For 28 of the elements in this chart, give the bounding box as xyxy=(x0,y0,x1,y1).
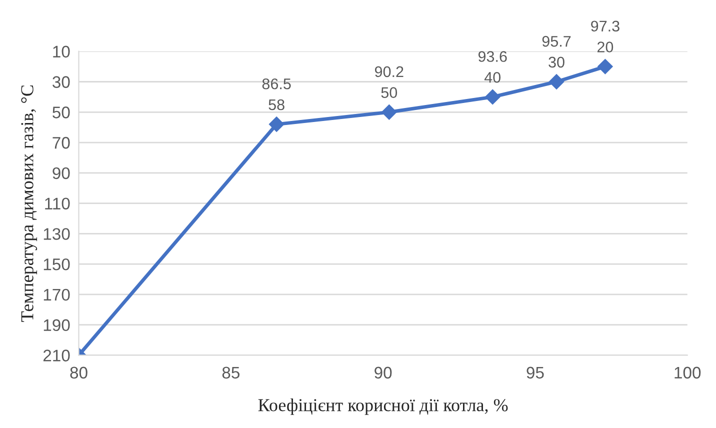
y-tick-label: 10 xyxy=(53,46,70,58)
x-tick-label: 80 xyxy=(70,366,88,379)
x-tick-label: 90 xyxy=(374,366,392,379)
data-label: 97.3 20 xyxy=(591,20,620,52)
y-tick-label: 90 xyxy=(52,167,70,180)
data-label: 93.6 40 xyxy=(478,51,507,83)
x-tick-label: 85 xyxy=(222,366,240,379)
point xyxy=(485,89,500,105)
y-tick-label: 30 xyxy=(52,76,70,88)
data-label: 86.5 58 xyxy=(262,78,291,110)
y-tick-label: 170 xyxy=(44,288,70,301)
point xyxy=(382,104,397,120)
y-tick-label: 190 xyxy=(44,319,70,332)
x-tick-label: 95 xyxy=(526,366,544,379)
y-tick-label: 150 xyxy=(44,258,70,270)
point xyxy=(598,58,613,74)
x-axis-title: Коефіцієнт корисної дії котла, % xyxy=(258,398,508,415)
y-tick-label: 210 xyxy=(43,350,70,362)
point xyxy=(268,116,284,132)
x-tick-label: 100 xyxy=(674,366,701,379)
y-tick-label: 70 xyxy=(52,136,70,149)
y-tick-label: 50 xyxy=(52,106,70,118)
data-label: 90.2 50 xyxy=(374,66,404,98)
y-tick-label: 130 xyxy=(44,228,70,240)
y-tick-label: 110 xyxy=(45,198,70,210)
point xyxy=(548,74,564,90)
y-axis-title: Температура димових газів, °C xyxy=(21,85,38,322)
data-label: 95.7 30 xyxy=(542,36,571,68)
